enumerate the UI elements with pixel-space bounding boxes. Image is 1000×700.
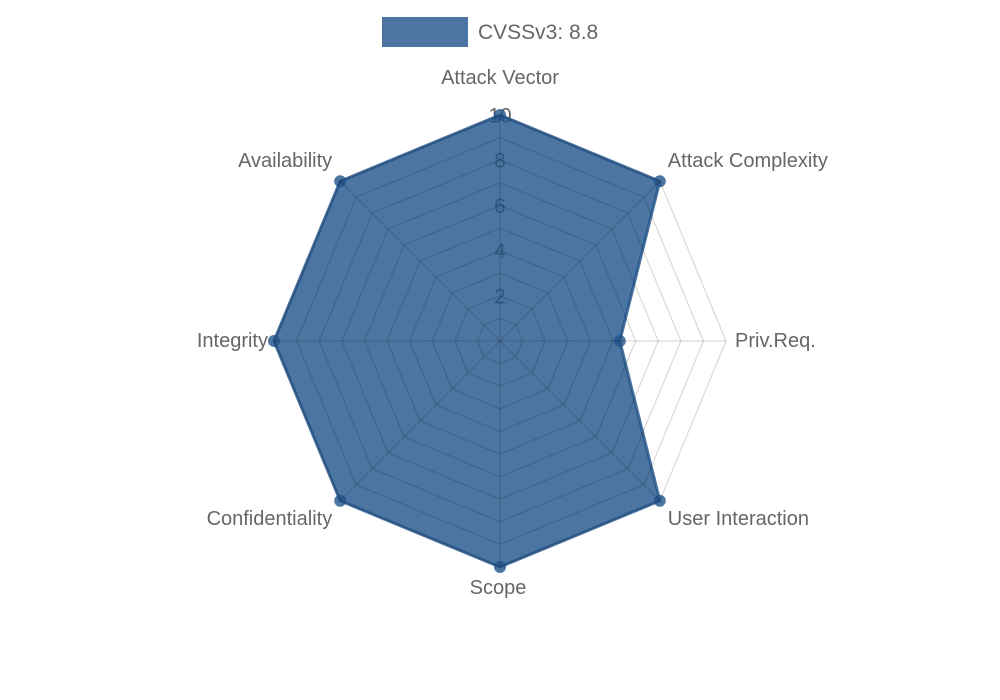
grid-ring-10 [273,114,727,568]
grid-ring-4 [408,249,592,433]
data-point-user-interaction [653,494,666,507]
axis-label-attack-vector: Attack Vector [441,67,559,89]
axis-label-scope: Scope [470,577,527,599]
data-point-confidentiality [334,494,347,507]
legend-label[interactable]: CVSSv3: 8.8 [478,21,598,44]
axis-labels: Attack Vector Attack Complexity Priv.Req. U… [197,67,828,599]
grid-ring-9 [295,136,705,546]
axis-label-priv-req: Priv.Req. [735,330,816,352]
grid-ring-1 [476,317,524,365]
grid-spoke-confidentiality [339,340,501,502]
legend-swatch[interactable] [382,17,468,47]
data-series [268,109,666,573]
grid-spoke-user-interaction [499,340,661,502]
grid-spoke-availability [339,180,501,342]
grid-ring-7 [341,182,659,500]
data-point-scope [494,561,506,573]
grid-ring-6 [363,204,637,478]
grid-ring-3 [431,272,569,410]
axis-label-availability: Availability [238,150,332,172]
data-point-integrity [268,335,280,347]
radar-grid [273,114,727,568]
chart-legend[interactable]: CVSSv3: 8.8 [382,17,598,47]
axis-label-attack-complexity: Attack Complexity [668,150,828,172]
grid-ring-2 [454,295,546,387]
axis-label-integrity: Integrity [197,330,268,352]
axis-label-user-interaction: User Interaction [668,508,809,530]
data-point-attack-complexity [653,175,666,188]
data-point-priv-req [613,335,626,347]
data-point-attack-vector [494,109,506,121]
grid-ring-5 [386,227,614,455]
data-point-availability [334,175,347,188]
grid-ring-8 [318,159,682,523]
grid-spoke-attack-complexity [499,180,661,342]
axis-label-confidentiality: Confidentiality [207,508,333,530]
